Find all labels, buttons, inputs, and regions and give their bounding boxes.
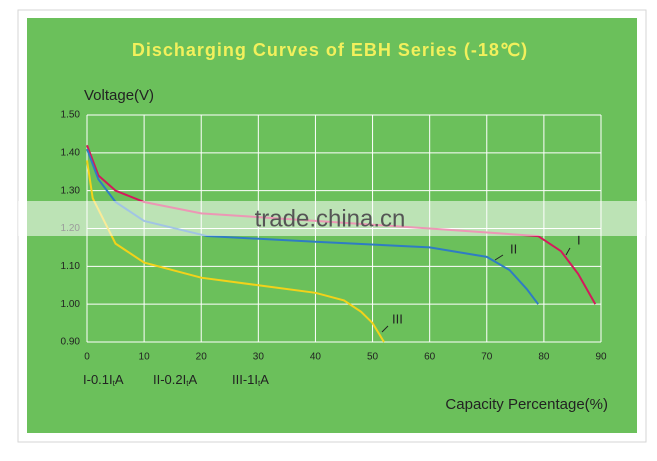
y-tick-label: 0.90: [61, 337, 81, 348]
y-tick-label: 1.00: [61, 299, 81, 310]
y-tick-label: 1.10: [61, 261, 81, 272]
series-label: III: [392, 311, 403, 326]
legend-suffix: A: [188, 372, 197, 387]
y-tick-label: 1.30: [61, 185, 81, 196]
series-line: [86, 148, 539, 305]
y-axis-label: Voltage(V): [84, 87, 154, 104]
x-tick-label: 20: [196, 352, 208, 363]
x-tick-label: 0: [84, 352, 90, 363]
legend-suffix: A: [260, 372, 269, 387]
watermark-band: [18, 201, 646, 236]
legend-name: II-0.2I: [153, 372, 186, 387]
y-tick-label: 1.40: [61, 147, 81, 158]
legend-entry: II-0.2ItA: [153, 372, 197, 388]
legend-subscript: t: [258, 379, 261, 388]
x-tick-label: 60: [424, 352, 436, 363]
label-leader: [565, 247, 571, 256]
series-label: II: [510, 241, 517, 256]
x-tick-label: 80: [538, 352, 550, 363]
chart-title: Discharging Curves of EBH Series (-18℃): [132, 40, 528, 60]
series-label: I: [577, 232, 581, 247]
x-tick-label: 50: [367, 352, 379, 363]
legend-entry: I-0.1ItA: [83, 372, 124, 388]
x-tick-label: 40: [310, 352, 322, 363]
legend: I-0.1ItA II-0.2ItA III-1ItA: [83, 372, 269, 388]
watermark: trade.china.cn: [255, 205, 406, 232]
legend-subscript: t: [186, 379, 189, 388]
x-tick-label: 30: [253, 352, 265, 363]
x-tick-label: 10: [139, 352, 151, 363]
label-leader: [381, 325, 389, 333]
x-axis-label: Capacity Percentage(%): [445, 396, 608, 413]
y-tick-label: 1.50: [61, 110, 81, 121]
label-leader: [494, 254, 504, 261]
legend-subscript: t: [113, 379, 116, 388]
legend-name: I-0.1I: [83, 372, 113, 387]
legend-name: III-1I: [232, 372, 258, 387]
x-tick-label: 70: [481, 352, 493, 363]
legend-suffix: A: [115, 372, 124, 387]
legend-entry: III-1ItA: [232, 372, 269, 388]
x-tick-label: 90: [595, 352, 607, 363]
